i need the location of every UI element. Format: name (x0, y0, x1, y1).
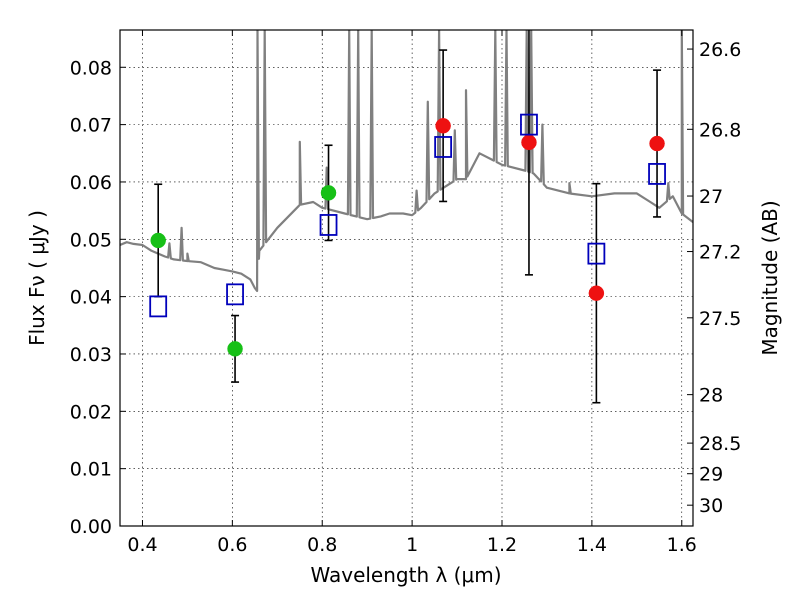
mag-tick-label: 28 (699, 385, 723, 407)
observed-optical-point (320, 185, 337, 201)
x-tick-label: 1.6 (667, 534, 697, 556)
model-photometry-square (587, 242, 606, 265)
plot-frame (119, 29, 694, 527)
y2-axis-label: Magnitude (AB) (758, 200, 782, 355)
observed-optical-point (150, 232, 166, 249)
y-tick-label: 0.01 (70, 459, 112, 481)
y-tick-label: 0.07 (70, 115, 112, 137)
model-photometry-square (434, 136, 453, 158)
model-photometry-square (149, 295, 168, 318)
mag-tick-label: 27 (699, 186, 723, 208)
x-tick-label: 1 (406, 534, 418, 556)
x-tick-label: 0.6 (217, 534, 247, 556)
observed-nir-point (521, 134, 537, 151)
y-tick-label: 0.00 (70, 516, 112, 538)
mag-tick-label: 26.6 (699, 39, 741, 61)
model-spectrum-line (120, 30, 693, 292)
model-photometry-square (319, 214, 338, 236)
plot-area (120, 30, 693, 404)
y-tick-label: 0.04 (70, 287, 112, 309)
model-photometry-square (520, 113, 538, 136)
mag-tick-label: 29 (699, 464, 723, 486)
y-tick-label: 0.06 (70, 172, 112, 194)
mag-tick-label: 27.2 (699, 242, 741, 264)
x-axis-label: Wavelength λ (μm) (310, 563, 501, 587)
observed-optical-point (227, 341, 243, 357)
x-tick-label: 0.4 (127, 534, 157, 556)
x-tick-label: 1.4 (577, 534, 607, 556)
observed-nir-point (649, 135, 665, 152)
y-tick-label: 0.08 (70, 57, 112, 79)
x-tick-label: 0.8 (307, 534, 337, 556)
x-tick-label: 1.2 (487, 534, 517, 556)
y-axis-label: Flux Fν ( μJy ) (25, 210, 49, 346)
mag-tick-label: 28.5 (699, 433, 741, 455)
mag-tick-label: 27.5 (699, 308, 741, 330)
observed-nir-point (435, 118, 451, 134)
observed-nir-point (588, 285, 605, 301)
mag-tick-label: 26.8 (699, 119, 741, 141)
y-tick-label: 0.05 (70, 229, 112, 251)
y-tick-label: 0.02 (70, 401, 112, 423)
axes: 0.4 0.6 0.8 1 1.2 1.4 1.6 0.00 0.01 0.02 0.03 0.04 0… (70, 30, 741, 556)
model-photometry-square (648, 163, 666, 185)
mag-tick-label: 30 (699, 495, 723, 517)
model-photometry-square (226, 283, 244, 306)
y-tick-label: 0.03 (70, 344, 112, 366)
